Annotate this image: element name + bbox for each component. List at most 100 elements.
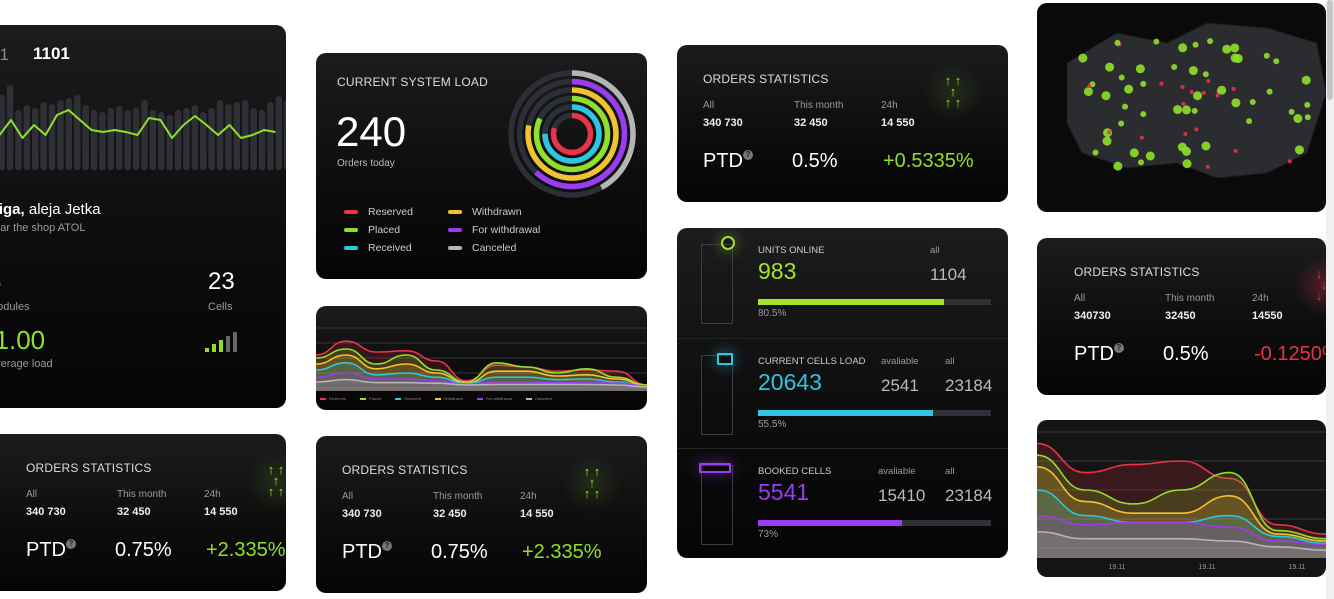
location-marker[interactable] xyxy=(1159,81,1164,86)
location-marker[interactable] xyxy=(1231,86,1236,91)
location-marker[interactable] xyxy=(1304,101,1311,108)
location-marker[interactable] xyxy=(1183,132,1188,137)
help-icon[interactable]: ? xyxy=(1114,343,1124,353)
location-marker[interactable] xyxy=(1182,146,1192,156)
location-marker[interactable] xyxy=(1078,53,1088,63)
location-marker[interactable] xyxy=(1287,159,1292,164)
location-marker[interactable] xyxy=(1205,164,1210,169)
location-marker[interactable] xyxy=(1118,74,1125,81)
ptd-text: PTD xyxy=(1074,343,1114,365)
location-marker[interactable] xyxy=(1124,84,1134,94)
location-marker[interactable] xyxy=(1191,107,1198,114)
location-marker[interactable] xyxy=(1266,88,1273,95)
location-marker[interactable] xyxy=(1114,39,1121,46)
location-marker[interactable] xyxy=(1180,85,1185,90)
location-marker[interactable] xyxy=(1171,64,1178,71)
load-bar xyxy=(158,112,165,170)
location-marker[interactable] xyxy=(1145,151,1155,161)
small-area-chart-card[interactable]: Reserved Placed Received Withdrawn For withd… xyxy=(316,306,647,410)
all-value: 340730 xyxy=(1074,310,1111,322)
location-marker[interactable] xyxy=(1230,53,1240,63)
units-card[interactable]: UNITS ONLINE 983 all 1104 80.5% CURRENT C… xyxy=(677,228,1008,558)
scrollbar[interactable] xyxy=(1326,0,1334,599)
location-marker[interactable] xyxy=(1188,66,1198,76)
map-card[interactable] xyxy=(1037,3,1326,212)
location-marker[interactable] xyxy=(1101,91,1111,101)
locker-card[interactable]: #1 1101 Riga, aleja Jetka near the shop … xyxy=(0,25,286,408)
series-area xyxy=(1037,490,1326,558)
location-marker[interactable] xyxy=(1113,161,1123,171)
ptd-percent: 0.5% xyxy=(792,150,838,172)
load-bar xyxy=(267,102,274,170)
location-marker[interactable] xyxy=(1181,105,1191,115)
location-marker[interactable] xyxy=(1189,89,1194,94)
location-marker[interactable] xyxy=(1092,149,1099,156)
location-marker[interactable] xyxy=(1201,90,1206,95)
locations-map[interactable] xyxy=(1037,3,1326,212)
location-marker[interactable] xyxy=(1217,85,1227,95)
location-marker[interactable] xyxy=(1153,38,1160,45)
location-marker[interactable] xyxy=(1202,71,1209,78)
location-marker[interactable] xyxy=(1246,118,1253,125)
location-marker[interactable] xyxy=(1263,52,1270,59)
location-marker[interactable] xyxy=(1233,149,1238,154)
location-marker[interactable] xyxy=(1138,159,1145,166)
small-legend-item: For withdrawal xyxy=(476,396,512,401)
help-icon[interactable]: ? xyxy=(382,541,392,551)
help-icon[interactable]: ? xyxy=(743,150,753,160)
location-marker[interactable] xyxy=(1192,41,1199,48)
unit-title: UNITS ONLINE xyxy=(758,245,825,256)
orders-statistics-card[interactable]: ORDERS STATISTICS All 340 730 This month… xyxy=(316,436,647,593)
location-marker[interactable] xyxy=(1215,93,1220,98)
location-marker[interactable] xyxy=(1230,43,1240,53)
location-marker[interactable] xyxy=(1294,145,1304,155)
location-marker[interactable] xyxy=(1140,111,1147,118)
location-marker[interactable] xyxy=(1249,98,1256,105)
unit-section: BOOKED CELLS 5541 avaliable 15410 all 2318… xyxy=(677,448,1008,558)
location-marker[interactable] xyxy=(1201,141,1211,151)
location-marker[interactable] xyxy=(1118,120,1125,127)
location-marker[interactable] xyxy=(1304,114,1311,121)
orders-statistics-card[interactable]: ORDERS STATISTICS All 340 730 This month… xyxy=(0,434,286,591)
orders-statistics-card[interactable]: ORDERS STATISTICS All 340 730 This month… xyxy=(677,45,1008,202)
location-marker[interactable] xyxy=(1222,44,1232,54)
area-chart-card[interactable]: 19.11 19.11 19.11 xyxy=(1037,420,1326,577)
arrows-up-icon: ↑ ↑ ↑ ↑ ↑ xyxy=(246,452,286,512)
scrollbar-thumb[interactable] xyxy=(1327,0,1333,100)
locker-id: 1101 xyxy=(33,44,70,63)
location-marker[interactable] xyxy=(1122,103,1129,110)
location-marker[interactable] xyxy=(1182,159,1192,169)
location-marker[interactable] xyxy=(1139,135,1144,140)
location-marker[interactable] xyxy=(1083,87,1093,97)
location-marker[interactable] xyxy=(1181,101,1186,106)
ring-arc xyxy=(533,95,611,173)
system-load-card[interactable]: CURRENT SYSTEM LOAD 240 Orders today Res… xyxy=(316,53,647,279)
location-marker[interactable] xyxy=(1193,91,1203,101)
location-marker[interactable] xyxy=(1194,127,1199,132)
location-marker[interactable] xyxy=(1206,78,1211,83)
location-marker[interactable] xyxy=(1207,38,1214,45)
orders-statistics-card[interactable]: ORDERS STATISTICS All 340730 This month … xyxy=(1037,238,1326,395)
location-marker[interactable] xyxy=(1087,83,1092,88)
location-marker[interactable] xyxy=(1173,105,1183,115)
location-marker[interactable] xyxy=(1135,64,1145,74)
available-label: avaliable xyxy=(878,466,916,477)
load-bar xyxy=(74,95,81,170)
x-tick-label: 19.11 xyxy=(1109,564,1126,571)
all-label: All xyxy=(26,489,38,500)
location-marker[interactable] xyxy=(1231,98,1241,108)
location-marker[interactable] xyxy=(1107,130,1112,135)
location-marker[interactable] xyxy=(1102,136,1112,146)
signal-bar xyxy=(212,344,216,352)
location-marker[interactable] xyxy=(1288,108,1295,115)
location-marker[interactable] xyxy=(1105,62,1115,72)
location-marker[interactable] xyxy=(1178,43,1188,53)
help-icon[interactable]: ? xyxy=(66,539,76,549)
location-marker[interactable] xyxy=(1273,58,1280,65)
location-marker[interactable] xyxy=(1140,80,1147,87)
signal-bar xyxy=(226,336,230,352)
location-marker[interactable] xyxy=(1301,75,1311,85)
small-legend-label: Canceled xyxy=(534,396,552,401)
location-marker[interactable] xyxy=(1293,114,1303,124)
location-marker[interactable] xyxy=(1129,148,1139,158)
